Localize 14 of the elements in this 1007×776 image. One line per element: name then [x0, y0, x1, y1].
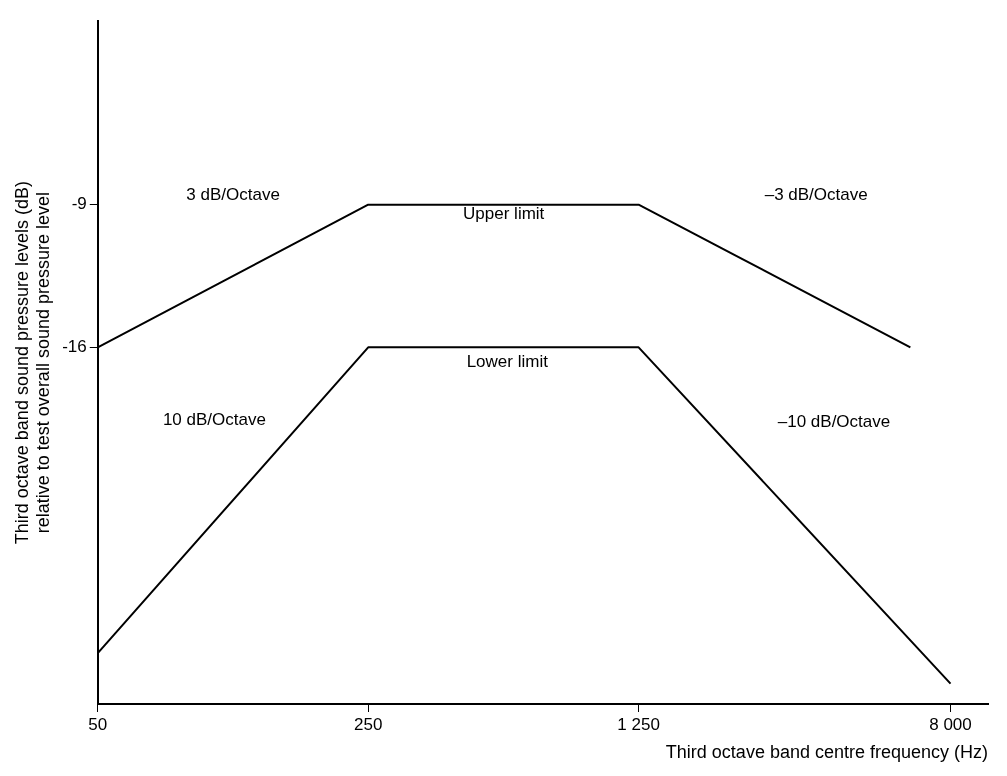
annotation: 3 dB/Octave: [186, 185, 280, 204]
annotation: Upper limit: [463, 204, 545, 224]
annotation: –3 dB/Octave: [764, 185, 868, 204]
annotation: –10 dB/Octave: [777, 412, 891, 432]
x-tick-label: 8 000: [929, 714, 972, 734]
x-tick-label: 1 250: [617, 714, 660, 734]
x-tick-label: 50: [88, 714, 108, 734]
x-axis-title: Third octave band centre frequency (Hz): [665, 742, 988, 763]
y-axis-title: Third octave band sound pressure levels (dB) relative to test overall sound pressure level: [11, 181, 54, 545]
y-tick-label: -16: [62, 337, 87, 356]
x-tick-label: 250: [354, 714, 383, 734]
annotation: Lower limit: [466, 351, 549, 371]
annotation: 10 dB/Octave: [162, 410, 266, 430]
y-tick-label: -9: [71, 194, 87, 214]
